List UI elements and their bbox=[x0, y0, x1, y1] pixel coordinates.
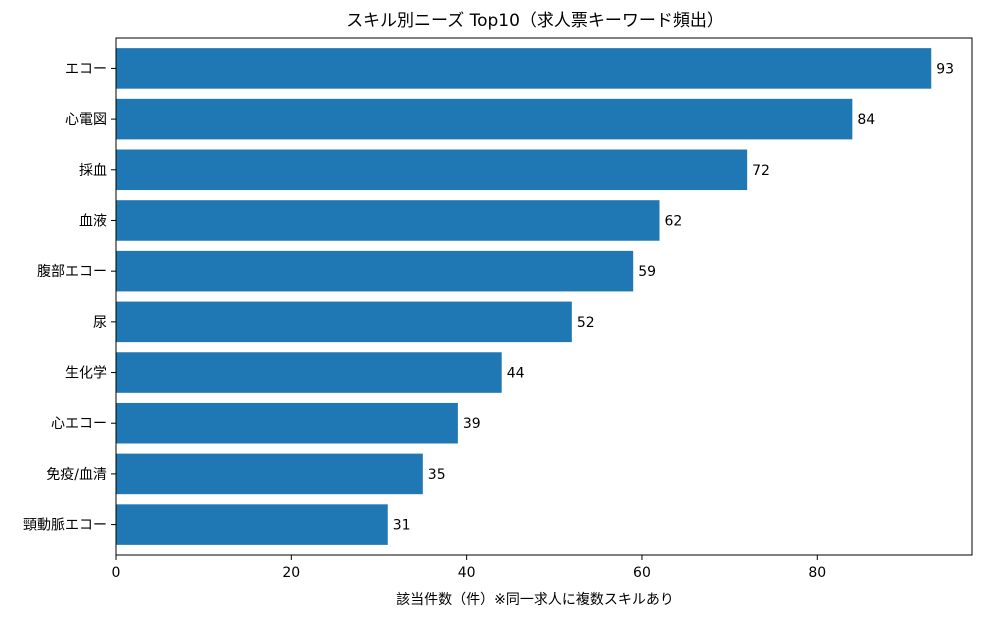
bar-7 bbox=[116, 352, 502, 393]
x-tick-label: 60 bbox=[633, 565, 651, 581]
data-label: 39 bbox=[463, 416, 481, 432]
y-tick-label: 尿 bbox=[93, 315, 107, 331]
bars-layer: 93 84 72 62 59 52 44 39 35 31 bbox=[116, 48, 954, 545]
x-tick-label: 80 bbox=[808, 565, 826, 581]
y-tick-label: 心電図 bbox=[65, 112, 107, 128]
data-label: 31 bbox=[393, 518, 411, 534]
bar-2 bbox=[116, 98, 853, 140]
data-label: 59 bbox=[638, 264, 656, 280]
y-tick-label: 腹部エコー bbox=[37, 263, 107, 280]
data-label: 44 bbox=[507, 366, 525, 382]
data-label: 72 bbox=[752, 163, 770, 179]
bar-5 bbox=[116, 250, 634, 292]
y-tick-label: エコー bbox=[65, 61, 107, 77]
data-label: 93 bbox=[936, 61, 954, 77]
x-tick-label: 0 bbox=[112, 565, 121, 581]
bar-10 bbox=[116, 504, 388, 545]
bar-9 bbox=[116, 453, 423, 495]
data-label: 35 bbox=[428, 467, 446, 483]
bar-8 bbox=[116, 402, 458, 444]
data-label: 62 bbox=[664, 213, 682, 229]
x-axis-label: 該当件数（件）※同一求人に複数スキルあり bbox=[396, 591, 674, 608]
x-tick-label: 40 bbox=[458, 565, 476, 581]
data-label: 84 bbox=[857, 112, 875, 128]
y-tick-label: 心エコー bbox=[51, 416, 107, 432]
bar-3 bbox=[116, 149, 748, 191]
bar-4 bbox=[116, 200, 660, 241]
y-tick-label: 生化学 bbox=[65, 366, 107, 382]
x-tick-label: 20 bbox=[282, 565, 300, 581]
bar-6 bbox=[116, 301, 572, 343]
y-tick-label: 頸動脈エコー bbox=[23, 518, 107, 534]
y-tick-label: 血液 bbox=[79, 213, 107, 229]
y-tick-label: 免疫/血清 bbox=[46, 467, 107, 483]
data-label: 52 bbox=[577, 315, 595, 331]
chart-title: スキル別ニーズ Top10（求人票キーワード頻出） bbox=[346, 11, 724, 31]
bar-1 bbox=[116, 48, 932, 89]
plot-frame bbox=[115, 37, 973, 556]
y-tick-label: 採血 bbox=[79, 163, 107, 179]
